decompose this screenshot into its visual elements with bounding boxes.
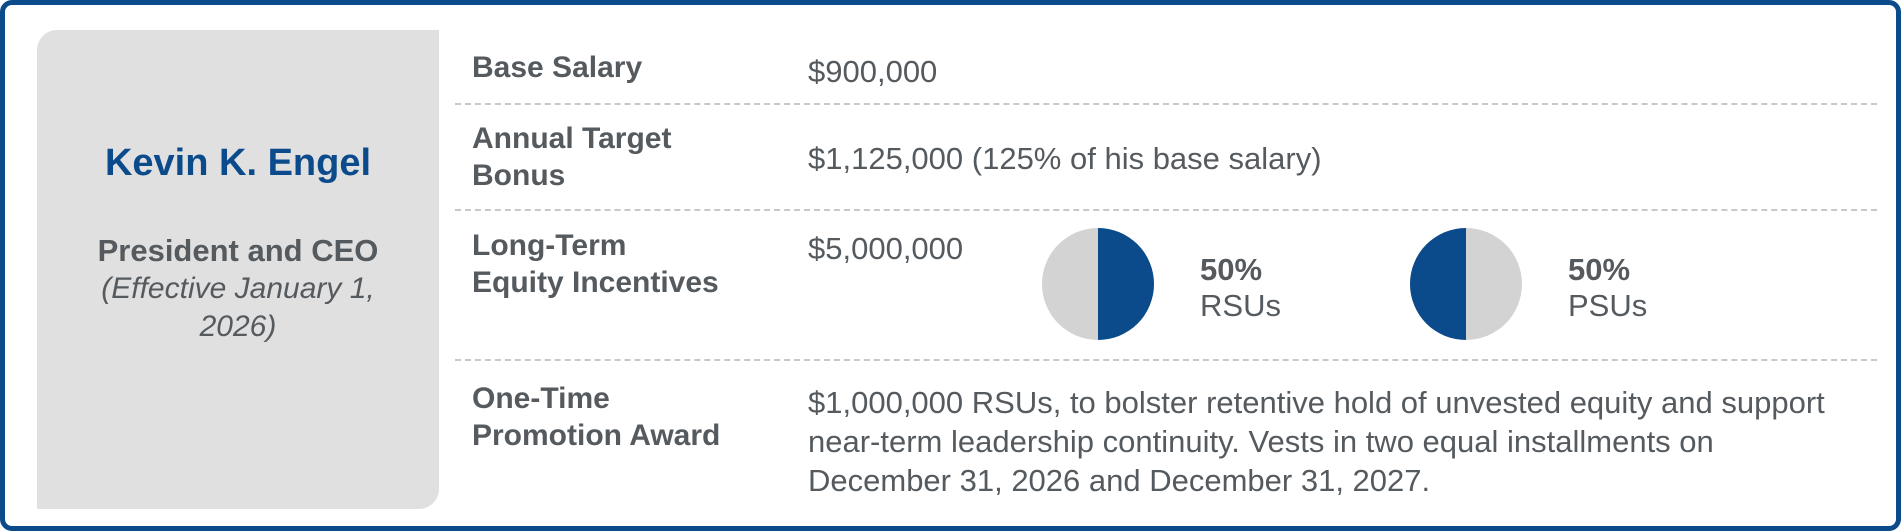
promotion-label-line2: Promotion Award [472, 419, 721, 452]
target-bonus-label: Annual Target Bonus [472, 120, 671, 194]
ltei-label: Long-Term Equity Incentives [472, 227, 719, 301]
row-divider [455, 359, 1877, 361]
psu-percent: 50% [1568, 252, 1631, 287]
psu-pie-chart [1410, 228, 1522, 340]
promotion-value-line3: December 31, 2026 and December 31, 2027. [808, 463, 1431, 498]
psu-pie-slice [1410, 228, 1466, 340]
row-divider [455, 103, 1877, 105]
psu-label: PSUs [1568, 288, 1648, 323]
target-bonus-value: $1,125,000 (125% of his base salary) [808, 141, 1322, 176]
executive-name: Kevin K. Engel [104, 142, 372, 184]
promotion-value-line2: near-term leadership continuity. Vests i… [808, 424, 1714, 459]
effective-date: (Effective January 1, 2026) [101, 272, 375, 343]
rsu-pie-chart [1042, 228, 1154, 340]
executive-panel: Kevin K. Engel President and CEO (Effect… [37, 30, 439, 509]
executive-title: President and CEO [97, 233, 379, 268]
ltei-value: $5,000,000 [808, 231, 964, 266]
promotion-label: One-Time Promotion Award [472, 380, 720, 454]
rsu-percent: 50% [1200, 252, 1263, 287]
base-salary-label: Base Salary [472, 51, 643, 84]
rsu-pie-slice [1098, 228, 1154, 340]
base-salary-value: $900,000 [808, 54, 938, 89]
promotion-label-line1: One-Time [472, 382, 610, 415]
ltei-label-line1: Long-Term [472, 229, 627, 262]
promotion-value-line1: $1,000,000 RSUs, to bolster retentive ho… [808, 385, 1825, 420]
target-bonus-label-line2: Bonus [472, 159, 566, 192]
target-bonus-label-line1: Annual Target [472, 122, 672, 155]
rsu-label: RSUs [1200, 288, 1281, 323]
ltei-label-line2: Equity Incentives [472, 266, 719, 299]
row-divider [455, 209, 1877, 211]
promotion-value: $1,000,000 RSUs, to bolster retentive ho… [808, 383, 1825, 500]
